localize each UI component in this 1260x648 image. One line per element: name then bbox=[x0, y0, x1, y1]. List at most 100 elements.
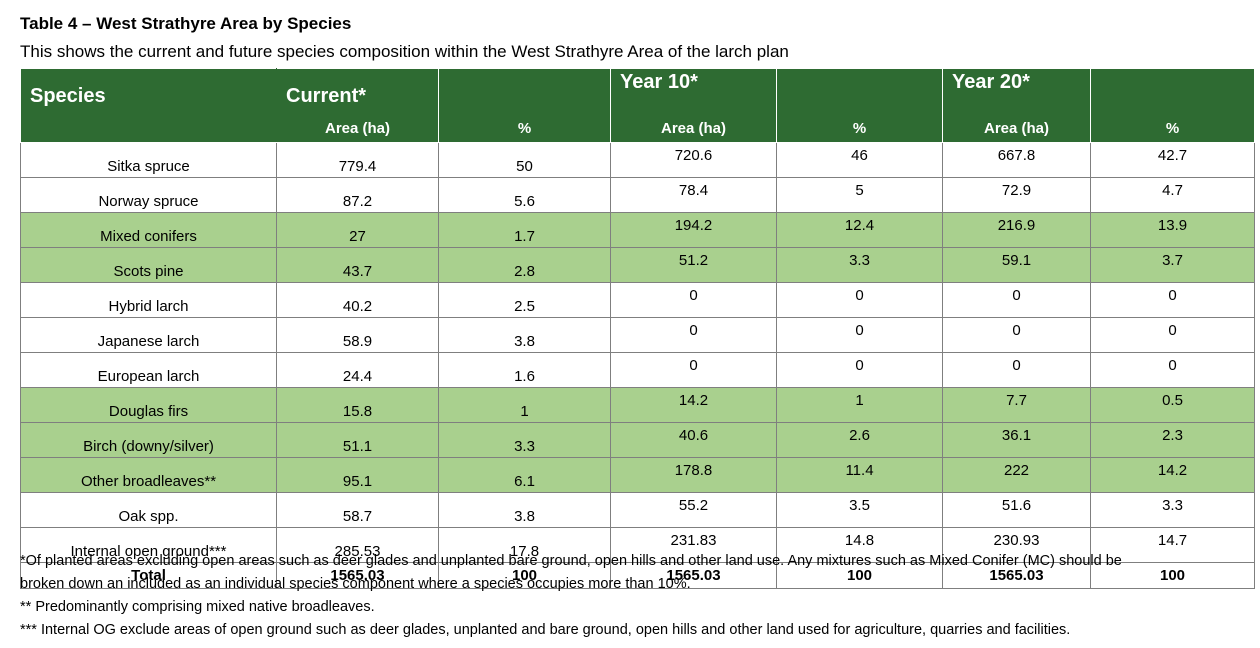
year10-area-cell: 720.6 bbox=[610, 142, 777, 178]
species-cell: Scots pine bbox=[20, 247, 277, 283]
year10-pct-cell: 0 bbox=[776, 317, 943, 353]
year20-pct-cell: 2.3 bbox=[1090, 422, 1255, 458]
current-pct-cell: 6.1 bbox=[438, 457, 611, 493]
year10-area-cell: 0 bbox=[610, 282, 777, 318]
species-cell: Oak spp. bbox=[20, 492, 277, 528]
year10-pct-cell: 12.4 bbox=[776, 212, 943, 248]
current-area-cell: 87.2 bbox=[276, 177, 439, 213]
total-year10-area: 1565.03 bbox=[610, 562, 777, 589]
current-area-cell: 24.4 bbox=[276, 352, 439, 388]
year20-area-cell: 0 bbox=[942, 282, 1091, 318]
current-area-cell: 285.53 bbox=[276, 527, 439, 563]
species-cell: Norway spruce bbox=[20, 177, 277, 213]
table-row: Mixed conifers 27 1.7 194.2 12.4 216.9 1… bbox=[20, 212, 1255, 248]
species-cell: Mixed conifers bbox=[20, 212, 277, 248]
table-row: Oak spp. 58.7 3.8 55.2 3.5 51.6 3.3 bbox=[20, 492, 1255, 528]
species-cell: Other broadleaves** bbox=[20, 457, 277, 493]
current-pct-cell: 50 bbox=[438, 142, 611, 178]
year20-pct-cell: 0.5 bbox=[1090, 387, 1255, 423]
current-pct-cell: 3.8 bbox=[438, 317, 611, 353]
header-year10-area: Area (ha) bbox=[610, 114, 777, 143]
species-cell: Internal open ground*** bbox=[20, 527, 277, 563]
total-row: Total 1565.03 100 1565.03 100 1565.03 10… bbox=[20, 562, 1255, 589]
current-area-cell: 58.9 bbox=[276, 317, 439, 353]
year10-area-cell: 231.83 bbox=[610, 527, 777, 563]
current-pct-cell: 3.8 bbox=[438, 492, 611, 528]
current-area-cell: 51.1 bbox=[276, 422, 439, 458]
table-row: Other broadleaves** 95.1 6.1 178.8 11.4 … bbox=[20, 457, 1255, 493]
table-row: Japanese larch 58.9 3.8 0 0 0 0 bbox=[20, 317, 1255, 353]
year10-pct-cell: 2.6 bbox=[776, 422, 943, 458]
year10-area-cell: 40.6 bbox=[610, 422, 777, 458]
species-cell: Japanese larch bbox=[20, 317, 277, 353]
current-area-cell: 779.4 bbox=[276, 142, 439, 178]
year10-pct-cell: 46 bbox=[776, 142, 943, 178]
table-row: European larch 24.4 1.6 0 0 0 0 bbox=[20, 352, 1255, 388]
header-blank bbox=[20, 114, 277, 143]
year20-pct-cell: 13.9 bbox=[1090, 212, 1255, 248]
year20-area-cell: 0 bbox=[942, 317, 1091, 353]
header-year10: Year 10* bbox=[610, 68, 777, 114]
header-current-area: Area (ha) bbox=[276, 114, 439, 143]
species-cell: Hybrid larch bbox=[20, 282, 277, 318]
species-cell: Douglas firs bbox=[20, 387, 277, 423]
year10-area-cell: 178.8 bbox=[610, 457, 777, 493]
year10-area-cell: 194.2 bbox=[610, 212, 777, 248]
current-area-cell: 27 bbox=[276, 212, 439, 248]
header-year20-area: Area (ha) bbox=[942, 114, 1091, 143]
species-cell: Sitka spruce bbox=[20, 142, 277, 178]
year20-pct-cell: 0 bbox=[1090, 282, 1255, 318]
table-row: Scots pine 43.7 2.8 51.2 3.3 59.1 3.7 bbox=[20, 247, 1255, 283]
year20-area-cell: 216.9 bbox=[942, 212, 1091, 248]
total-year20-area: 1565.03 bbox=[942, 562, 1091, 589]
year20-area-cell: 59.1 bbox=[942, 247, 1091, 283]
year20-area-cell: 7.7 bbox=[942, 387, 1091, 423]
table-title: Table 4 – West Strathyre Area by Species bbox=[20, 14, 352, 33]
year20-pct-cell: 4.7 bbox=[1090, 177, 1255, 213]
year20-pct-cell: 42.7 bbox=[1090, 142, 1255, 178]
header-row-main: Species Current* Year 10* Year 20* bbox=[20, 68, 1255, 114]
year20-area-cell: 36.1 bbox=[942, 422, 1091, 458]
table-row: Douglas firs 15.8 1 14.2 1 7.7 0.5 bbox=[20, 387, 1255, 423]
year10-pct-cell: 5 bbox=[776, 177, 943, 213]
footnote-2: ** Predominantly comprising mixed native… bbox=[20, 599, 375, 615]
year10-area-cell: 14.2 bbox=[610, 387, 777, 423]
current-pct-cell: 3.3 bbox=[438, 422, 611, 458]
header-year20: Year 20* bbox=[942, 68, 1091, 114]
year10-pct-cell: 0 bbox=[776, 282, 943, 318]
current-pct-cell: 1.7 bbox=[438, 212, 611, 248]
year20-area-cell: 222 bbox=[942, 457, 1091, 493]
year20-pct-cell: 14.7 bbox=[1090, 527, 1255, 563]
footnote-1: *Of planted areas excluding open areas s… bbox=[20, 553, 1122, 569]
table-row: Internal open ground*** 285.53 17.8 231.… bbox=[20, 527, 1255, 563]
year20-pct-cell: 0 bbox=[1090, 317, 1255, 353]
table-row: Norway spruce 87.2 5.6 78.4 5 72.9 4.7 bbox=[20, 177, 1255, 213]
year10-pct-cell: 0 bbox=[776, 352, 943, 388]
current-area-cell: 40.2 bbox=[276, 282, 439, 318]
year20-area-cell: 667.8 bbox=[942, 142, 1091, 178]
current-area-cell: 95.1 bbox=[276, 457, 439, 493]
year10-area-cell: 55.2 bbox=[610, 492, 777, 528]
year20-area-cell: 72.9 bbox=[942, 177, 1091, 213]
current-area-cell: 43.7 bbox=[276, 247, 439, 283]
total-label: Total bbox=[20, 562, 277, 589]
header-current: Current* bbox=[276, 68, 439, 114]
year10-area-cell: 0 bbox=[610, 317, 777, 353]
header-blank bbox=[776, 68, 943, 114]
total-current-pct: 100 bbox=[438, 562, 611, 589]
species-cell: European larch bbox=[20, 352, 277, 388]
total-year10-pct: 100 bbox=[776, 562, 943, 589]
header-row-sub: Area (ha) % Area (ha) % Area (ha) % bbox=[20, 114, 1255, 143]
footnotes: *Of planted areas excluding open areas s… bbox=[20, 550, 1122, 642]
year10-pct-cell: 1 bbox=[776, 387, 943, 423]
table-subtitle: This shows the current and future specie… bbox=[20, 42, 789, 61]
year10-area-cell: 0 bbox=[610, 352, 777, 388]
table-row: Sitka spruce 779.4 50 720.6 46 667.8 42.… bbox=[20, 142, 1255, 178]
species-cell: Birch (downy/silver) bbox=[20, 422, 277, 458]
current-pct-cell: 1 bbox=[438, 387, 611, 423]
year10-area-cell: 78.4 bbox=[610, 177, 777, 213]
year20-area-cell: 0 bbox=[942, 352, 1091, 388]
current-pct-cell: 5.6 bbox=[438, 177, 611, 213]
table-row: Hybrid larch 40.2 2.5 0 0 0 0 bbox=[20, 282, 1255, 318]
species-table: Species Current* Year 10* Year 20* Area … bbox=[20, 68, 1255, 589]
